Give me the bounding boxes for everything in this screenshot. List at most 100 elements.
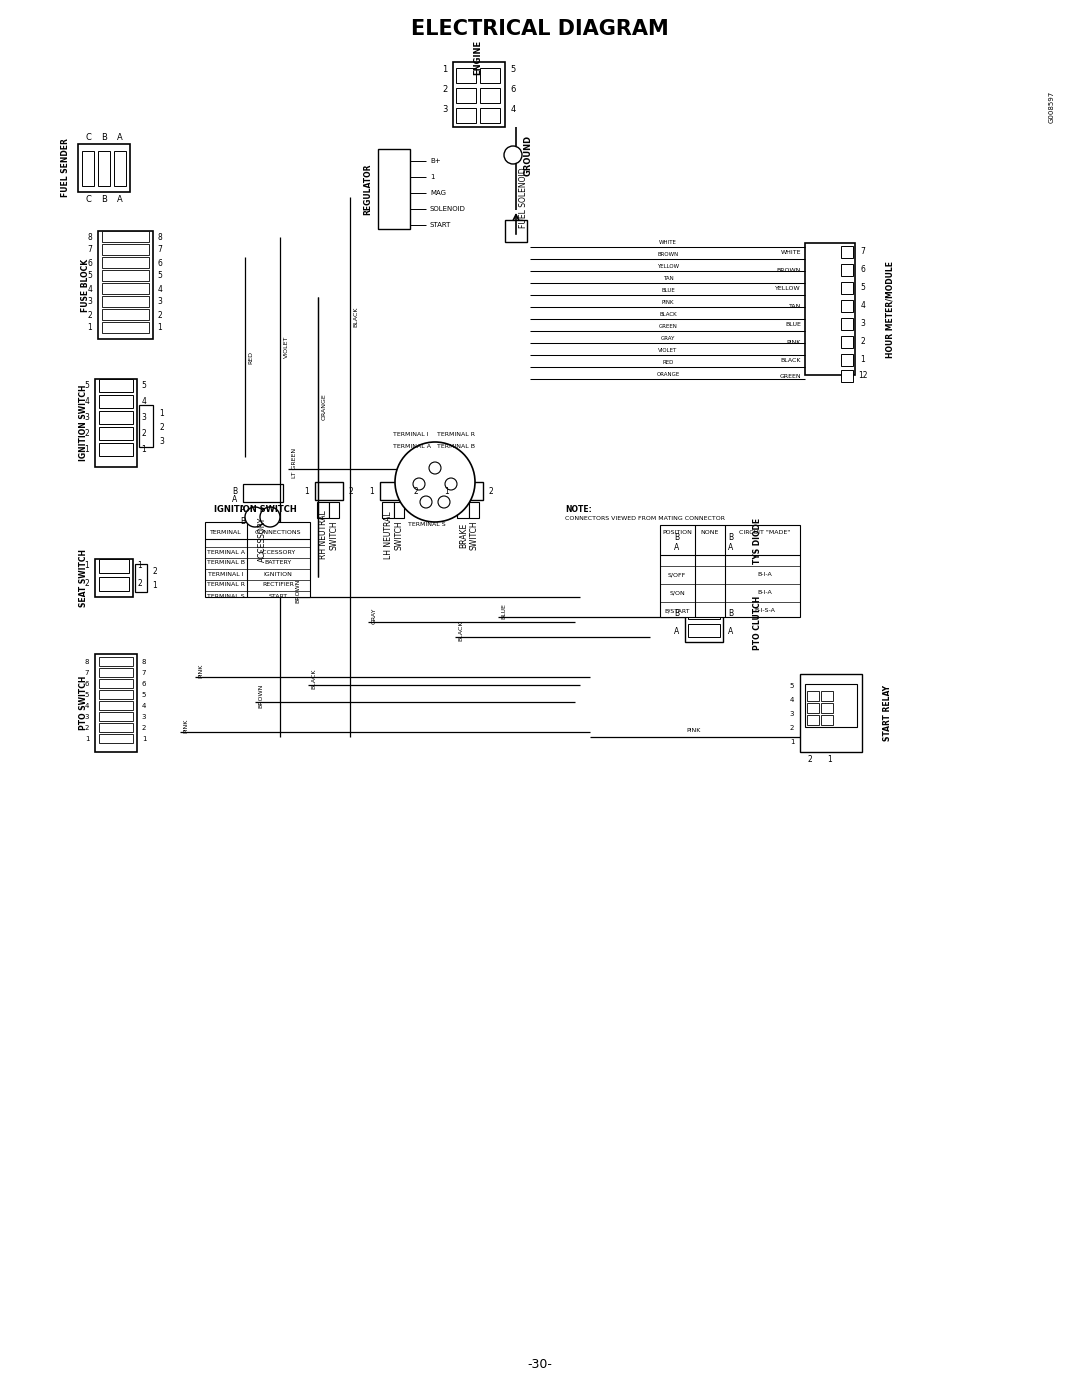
Text: GREEN: GREEN <box>780 373 801 379</box>
Text: ELECTRICAL DIAGRAM: ELECTRICAL DIAGRAM <box>411 20 669 39</box>
Bar <box>102 244 149 256</box>
Text: 8: 8 <box>158 232 162 242</box>
Text: 1: 1 <box>137 562 143 570</box>
Text: 1: 1 <box>141 446 147 454</box>
Text: A: A <box>674 626 679 636</box>
Text: 6: 6 <box>141 680 146 687</box>
Bar <box>688 606 720 619</box>
Text: 3: 3 <box>141 414 147 422</box>
Circle shape <box>413 478 426 490</box>
Text: B: B <box>102 133 107 141</box>
Text: 3: 3 <box>443 106 448 115</box>
Text: A: A <box>728 542 733 552</box>
Text: FUSE BLOCK: FUSE BLOCK <box>81 258 91 312</box>
Text: RED: RED <box>248 351 254 363</box>
Text: 6: 6 <box>861 265 865 274</box>
Text: TAN: TAN <box>663 277 673 282</box>
Text: ORANGE: ORANGE <box>657 373 679 377</box>
Text: NOTE:: NOTE: <box>565 504 592 514</box>
Text: 2: 2 <box>160 422 164 432</box>
Text: B/START: B/START <box>664 609 690 613</box>
Text: 1: 1 <box>369 486 375 496</box>
Text: TERMINAL A: TERMINAL A <box>207 549 245 555</box>
Text: 1: 1 <box>152 581 158 590</box>
Text: B: B <box>674 532 679 542</box>
Text: TERMINAL R: TERMINAL R <box>207 583 245 588</box>
Text: ENGINE: ENGINE <box>473 39 483 74</box>
Bar <box>378 149 410 229</box>
Text: 1: 1 <box>84 736 90 742</box>
Text: 7: 7 <box>84 671 90 676</box>
Circle shape <box>445 478 457 490</box>
Text: LT GREEN: LT GREEN <box>292 448 297 478</box>
Bar <box>480 88 500 103</box>
Text: GROUND: GROUND <box>524 134 532 176</box>
Text: B: B <box>728 532 733 542</box>
Text: 2: 2 <box>861 338 865 346</box>
Text: SEAT SWITCH: SEAT SWITCH <box>79 549 87 608</box>
Bar <box>660 525 800 617</box>
Bar <box>99 668 133 678</box>
Bar <box>807 692 819 701</box>
Text: 2: 2 <box>808 756 812 764</box>
Text: 2: 2 <box>152 567 158 577</box>
Text: C: C <box>85 133 91 141</box>
Text: ACCESSORY: ACCESSORY <box>257 517 267 562</box>
Bar <box>456 88 476 103</box>
Bar <box>841 300 853 312</box>
Text: A: A <box>674 542 679 552</box>
Text: ACCESSORY: ACCESSORY <box>259 549 297 555</box>
Text: 1: 1 <box>827 756 833 764</box>
Bar <box>841 319 853 330</box>
Text: FUEL SOLENOID: FUEL SOLENOID <box>519 168 528 228</box>
Text: 2: 2 <box>84 429 90 439</box>
Text: BLACK: BLACK <box>459 620 463 641</box>
Text: BROWN: BROWN <box>658 253 678 257</box>
Text: 1: 1 <box>443 66 447 74</box>
Text: TERMINAL R: TERMINAL R <box>437 433 475 437</box>
Text: WHITE: WHITE <box>659 240 677 246</box>
Bar <box>505 219 527 242</box>
Bar <box>99 657 133 666</box>
Text: 3: 3 <box>87 298 93 306</box>
Text: IGNITION SWITCH: IGNITION SWITCH <box>214 504 296 514</box>
Bar <box>99 733 133 743</box>
Text: A: A <box>728 626 733 636</box>
Text: B: B <box>232 488 238 496</box>
Text: TERMINAL S: TERMINAL S <box>207 594 245 598</box>
Bar <box>95 379 137 467</box>
Text: 1: 1 <box>789 739 794 745</box>
Bar <box>82 151 94 186</box>
Text: SOLENOID: SOLENOID <box>430 205 465 212</box>
Bar <box>99 395 133 408</box>
Text: 8: 8 <box>141 659 146 665</box>
Bar <box>114 151 126 186</box>
Text: RH NEUTRAL
SWITCH: RH NEUTRAL SWITCH <box>320 511 339 559</box>
Text: BLUE: BLUE <box>785 321 801 327</box>
Bar <box>394 502 404 518</box>
Text: 2: 2 <box>443 85 447 95</box>
Text: 2: 2 <box>141 429 147 439</box>
Bar <box>688 624 720 637</box>
Text: MAG: MAG <box>430 190 446 196</box>
Text: IGNITION SWITCH: IGNITION SWITCH <box>79 384 87 461</box>
Text: START: START <box>269 594 287 598</box>
Bar <box>315 482 343 500</box>
Circle shape <box>395 441 475 522</box>
Text: 2: 2 <box>87 310 93 320</box>
Text: 6: 6 <box>158 258 162 267</box>
Text: 3: 3 <box>84 414 90 422</box>
Bar <box>99 379 133 393</box>
Bar <box>841 264 853 277</box>
Text: RECTIFIER: RECTIFIER <box>262 583 294 588</box>
Text: TERMINAL B: TERMINAL B <box>437 444 475 450</box>
Text: A: A <box>241 506 245 514</box>
Text: 4: 4 <box>141 703 146 710</box>
Bar <box>685 604 723 643</box>
Text: YELLOW: YELLOW <box>657 264 679 270</box>
Bar <box>95 654 137 752</box>
Bar <box>800 673 862 752</box>
Text: VIOLET: VIOLET <box>659 348 677 353</box>
Text: 3: 3 <box>141 714 146 719</box>
Bar <box>805 685 858 726</box>
